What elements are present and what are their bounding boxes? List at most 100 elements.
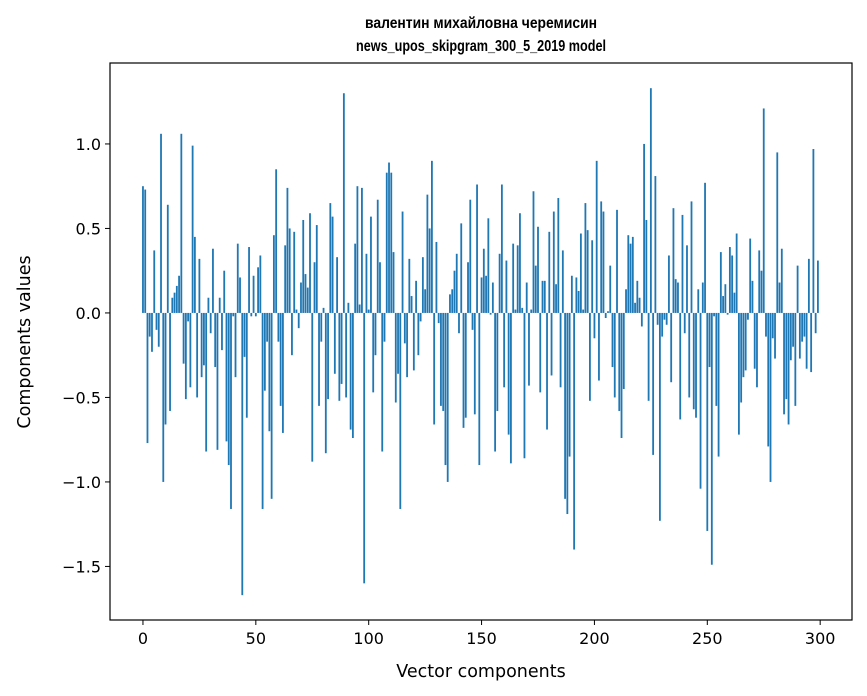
bar-component-276 [765,312,767,337]
bar-component-154 [489,312,492,315]
bar-component-240 [683,312,686,334]
bar-component-10 [164,312,167,425]
bar-component-149 [478,312,481,466]
bar-component-15 [175,285,178,313]
bar-component-61 [279,312,282,406]
bar-component-55 [266,312,269,342]
bar-component-68 [295,309,298,313]
bar-component-49 [252,275,255,313]
bar-component-174 [534,265,537,313]
bar-component-172 [530,309,533,313]
bar-component-144 [467,262,469,313]
bar-component-97 [361,187,363,313]
y-tick-label: −0.5 [62,388,101,407]
bar-component-8 [160,133,162,313]
bar-component-196 [584,203,587,313]
bar-component-100 [367,309,370,313]
bar-component-260 [728,247,731,313]
bar-component-103 [374,312,377,356]
bar-component-219 [636,280,639,313]
bar-component-215 [627,235,630,313]
plot-frame [109,62,853,621]
bar-component-169 [523,312,526,459]
bar-component-273 [758,250,761,313]
bar-component-186 [561,250,564,313]
bar-component-72 [304,274,307,313]
bar-component-79 [320,312,323,342]
bar-component-124 [421,257,424,313]
bar-component-42 [236,243,239,313]
bar-component-33 [216,312,219,450]
bar-component-173 [532,191,535,313]
bar-component-148 [476,184,478,313]
bar-component-51 [257,267,259,313]
bar-component-197 [586,230,589,313]
bar-component-114 [399,312,402,509]
bar-component-281 [776,152,779,313]
bar-component-248 [701,282,704,313]
bar-component-188 [566,312,569,515]
bar-component-209 [613,312,616,398]
bar-component-34 [218,297,221,313]
bar-component-20 [187,312,190,322]
bar-component-263 [735,233,738,313]
bar-component-286 [787,312,790,425]
bar-component-255 [717,312,720,457]
bar-component-31 [212,248,214,313]
bar-component-167 [519,213,521,313]
bar-component-163 [510,312,512,464]
bar-component-233 [668,255,670,313]
bar-component-216 [629,243,632,313]
y-axis-label: Components values [15,255,35,428]
bar-component-214 [625,289,627,313]
bar-component-39 [230,312,232,509]
bar-component-230 [661,312,664,337]
bar-component-262 [733,292,736,313]
bar-component-275 [762,108,765,313]
bar-component-150 [480,277,483,313]
bar-component-217 [631,236,634,313]
bar-component-73 [306,287,309,313]
bar-component-236 [674,279,677,313]
bar-component-104 [376,199,379,313]
bar-component-130 [435,241,438,313]
bar-component-52 [259,255,262,313]
bar-component-69 [297,312,300,329]
x-tick-label: 100 [353,629,384,648]
bar-component-205 [604,312,607,319]
bar-component-26 [200,312,203,378]
bar-component-57 [270,312,273,499]
bar-component-29 [207,297,210,313]
bar-component-279 [771,312,774,339]
bar-component-299 [817,260,819,313]
bar-component-211 [618,312,621,411]
bar-component-146 [471,312,474,330]
bar-component-201 [595,160,598,313]
bar-component-77 [315,225,318,313]
bar-component-177 [541,280,544,313]
bar-component-157 [496,312,499,411]
bar-component-23 [193,236,196,313]
x-tick-label: 250 [692,629,723,648]
bar-component-127 [428,228,431,313]
bar-component-82 [327,312,329,400]
bar-component-88 [340,312,343,384]
bar-component-0 [142,186,144,313]
bar-component-193 [577,290,580,313]
bar-component-274 [760,270,763,313]
bar-component-139 [455,253,458,313]
bar-component-207 [609,265,612,313]
bar-component-198 [589,312,591,401]
bar-component-101 [370,216,372,313]
bar-component-251 [708,312,711,368]
bar-component-253 [713,312,715,317]
bar-component-91 [347,302,350,313]
bar-component-183 [555,284,557,313]
bar-component-28 [205,312,208,452]
bar-component-133 [442,312,445,411]
bar-component-123 [419,312,422,322]
bar-component-128 [430,160,433,313]
bar-component-237 [677,282,679,313]
bar-component-250 [706,312,709,531]
bar-component-180 [548,231,551,313]
